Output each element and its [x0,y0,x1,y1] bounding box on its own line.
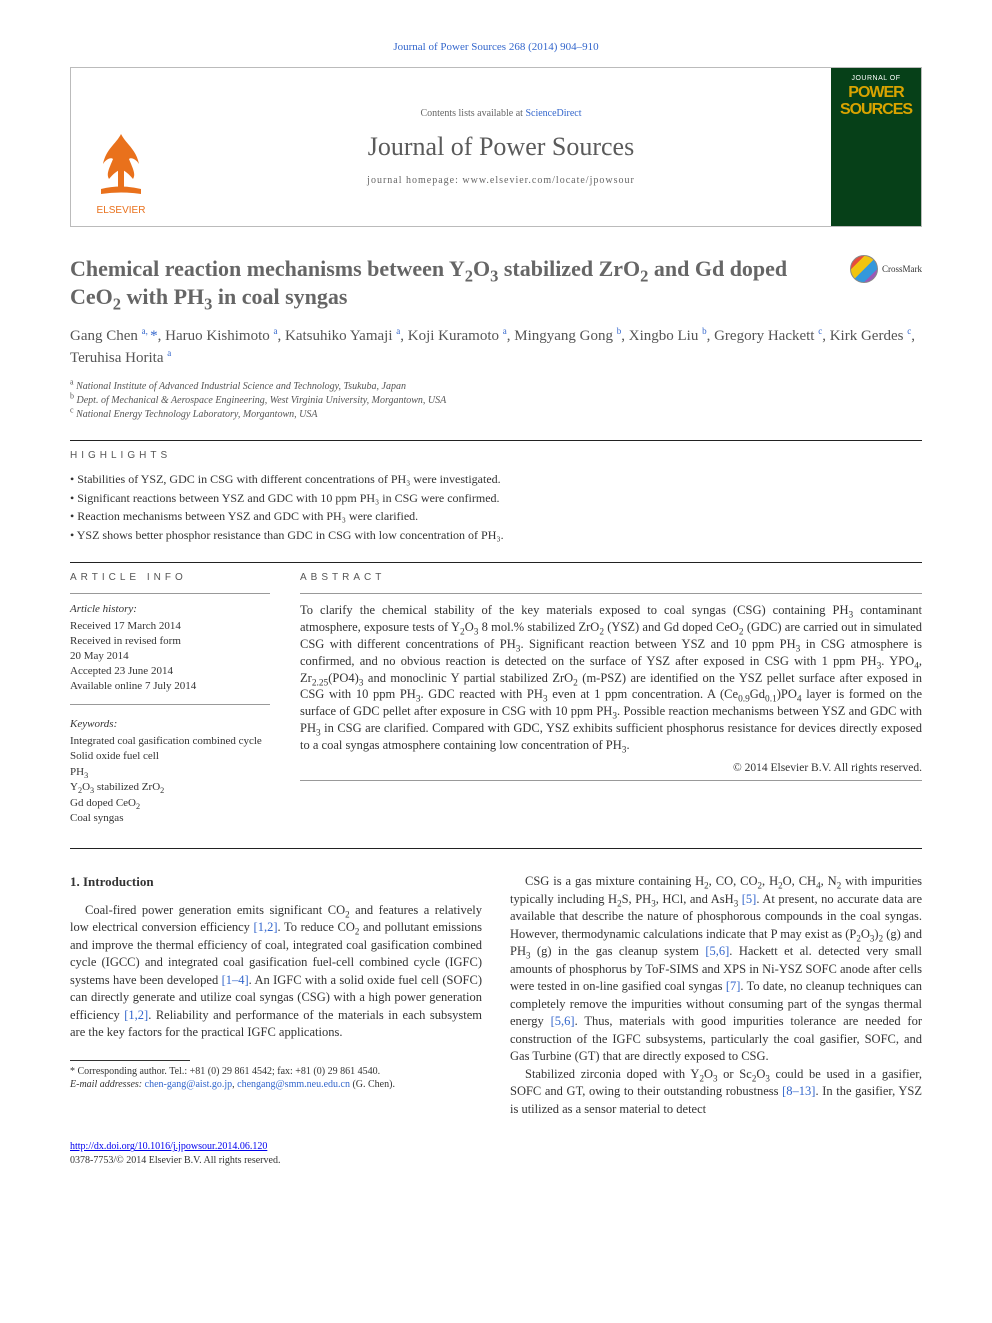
cover-journal-prefix: JOURNAL OF [851,74,900,84]
homepage-line: journal homepage: www.elsevier.com/locat… [171,174,831,188]
cover-word-2: SOURCES [840,103,912,117]
body-paragraph: Stabilized zirconia doped with Y2O3 or S… [510,1066,922,1119]
cover-word-1: POWER [848,86,903,100]
divider [70,848,922,849]
divider [70,704,270,705]
divider [300,593,922,594]
affiliation-item: b Dept. of Mechanical & Aerospace Engine… [70,394,922,408]
author-list: Gang Chen a, *, Haruo Kishimoto a, Katsu… [70,326,922,370]
corresponding-author-footnote: * Corresponding author. Tel.: +81 (0) 29… [70,1065,482,1092]
affiliation-item: a a National Institute of Advanced Indus… [70,380,922,394]
affiliation-list: a a National Institute of Advanced Indus… [70,380,922,422]
contents-list-line: Contents lists available at ScienceDirec… [171,107,831,121]
highlight-item: Reaction mechanisms between YSZ and GDC … [70,508,922,525]
title-block: CrossMark Chemical reaction mechanisms b… [70,255,922,310]
body-paragraph: CSG is a gas mixture containing H2, CO, … [510,873,922,1066]
divider [70,593,270,594]
divider [70,562,922,563]
journal-cover-thumbnail: JOURNAL OF POWER SOURCES [831,68,921,226]
keywords-heading: Keywords: [70,717,270,732]
abstract-heading: ABSTRACT [300,571,922,585]
journal-header-box: ELSEVIER Contents lists available at Sci… [70,67,922,227]
publisher-logo: ELSEVIER [71,68,171,226]
footnote-divider [70,1060,190,1061]
article-info-heading: ARTICLE INFO [70,571,270,585]
highlights-heading: HIGHLIGHTS [70,449,922,463]
highlight-item: Significant reactions between YSZ and GD… [70,490,922,507]
divider [70,440,922,441]
article-info-abstract-row: ARTICLE INFO Article history: Received 1… [70,571,922,826]
homepage-prefix: journal homepage: [367,175,462,186]
history-body: Received 17 March 2014Received in revise… [70,619,270,693]
section-heading: 1. Introduction [70,873,482,891]
affiliation-item: c National Energy Technology Laboratory,… [70,408,922,422]
publisher-name: ELSEVIER [91,204,151,218]
abstract-text: To clarify the chemical stability of the… [300,602,922,754]
article-info-col: ARTICLE INFO Article history: Received 1… [70,571,270,826]
body-columns: 1. Introduction Coal-fired power generat… [70,873,922,1118]
doi-link[interactable]: http://dx.doi.org/10.1016/j.jpowsour.201… [70,1141,267,1152]
homepage-url[interactable]: www.elsevier.com/locate/jpowsour [462,175,634,186]
bottom-meta: http://dx.doi.org/10.1016/j.jpowsour.201… [70,1140,922,1168]
header-center: Contents lists available at ScienceDirec… [171,68,831,226]
journal-name: Journal of Power Sources [171,129,831,165]
article-title: Chemical reaction mechanisms between Y2O… [70,255,922,310]
highlight-item: YSZ shows better phosphor resistance tha… [70,527,922,544]
divider [300,780,922,781]
issn-copyright-line: 0378-7753/© 2014 Elsevier B.V. All right… [70,1154,922,1168]
citation-line: Journal of Power Sources 268 (2014) 904–… [70,40,922,55]
body-paragraph: Coal-fired power generation emits signif… [70,902,482,1042]
history-heading: Article history: [70,602,270,617]
abstract-col: ABSTRACT To clarify the chemical stabili… [300,571,922,826]
highlights-list: Stabilities of YSZ, GDC in CSG with diff… [70,471,922,544]
keywords-body: Integrated coal gasification combined cy… [70,734,270,826]
sciencedirect-link[interactable]: ScienceDirect [525,108,581,119]
crossmark-badge[interactable]: CrossMark [850,255,922,283]
copyright-line: © 2014 Elsevier B.V. All rights reserved… [300,760,922,776]
elsevier-tree-icon [91,129,151,199]
highlight-item: Stabilities of YSZ, GDC in CSG with diff… [70,471,922,488]
crossmark-icon [850,255,878,283]
contents-prefix: Contents lists available at [420,108,525,119]
crossmark-label: CrossMark [882,263,922,276]
